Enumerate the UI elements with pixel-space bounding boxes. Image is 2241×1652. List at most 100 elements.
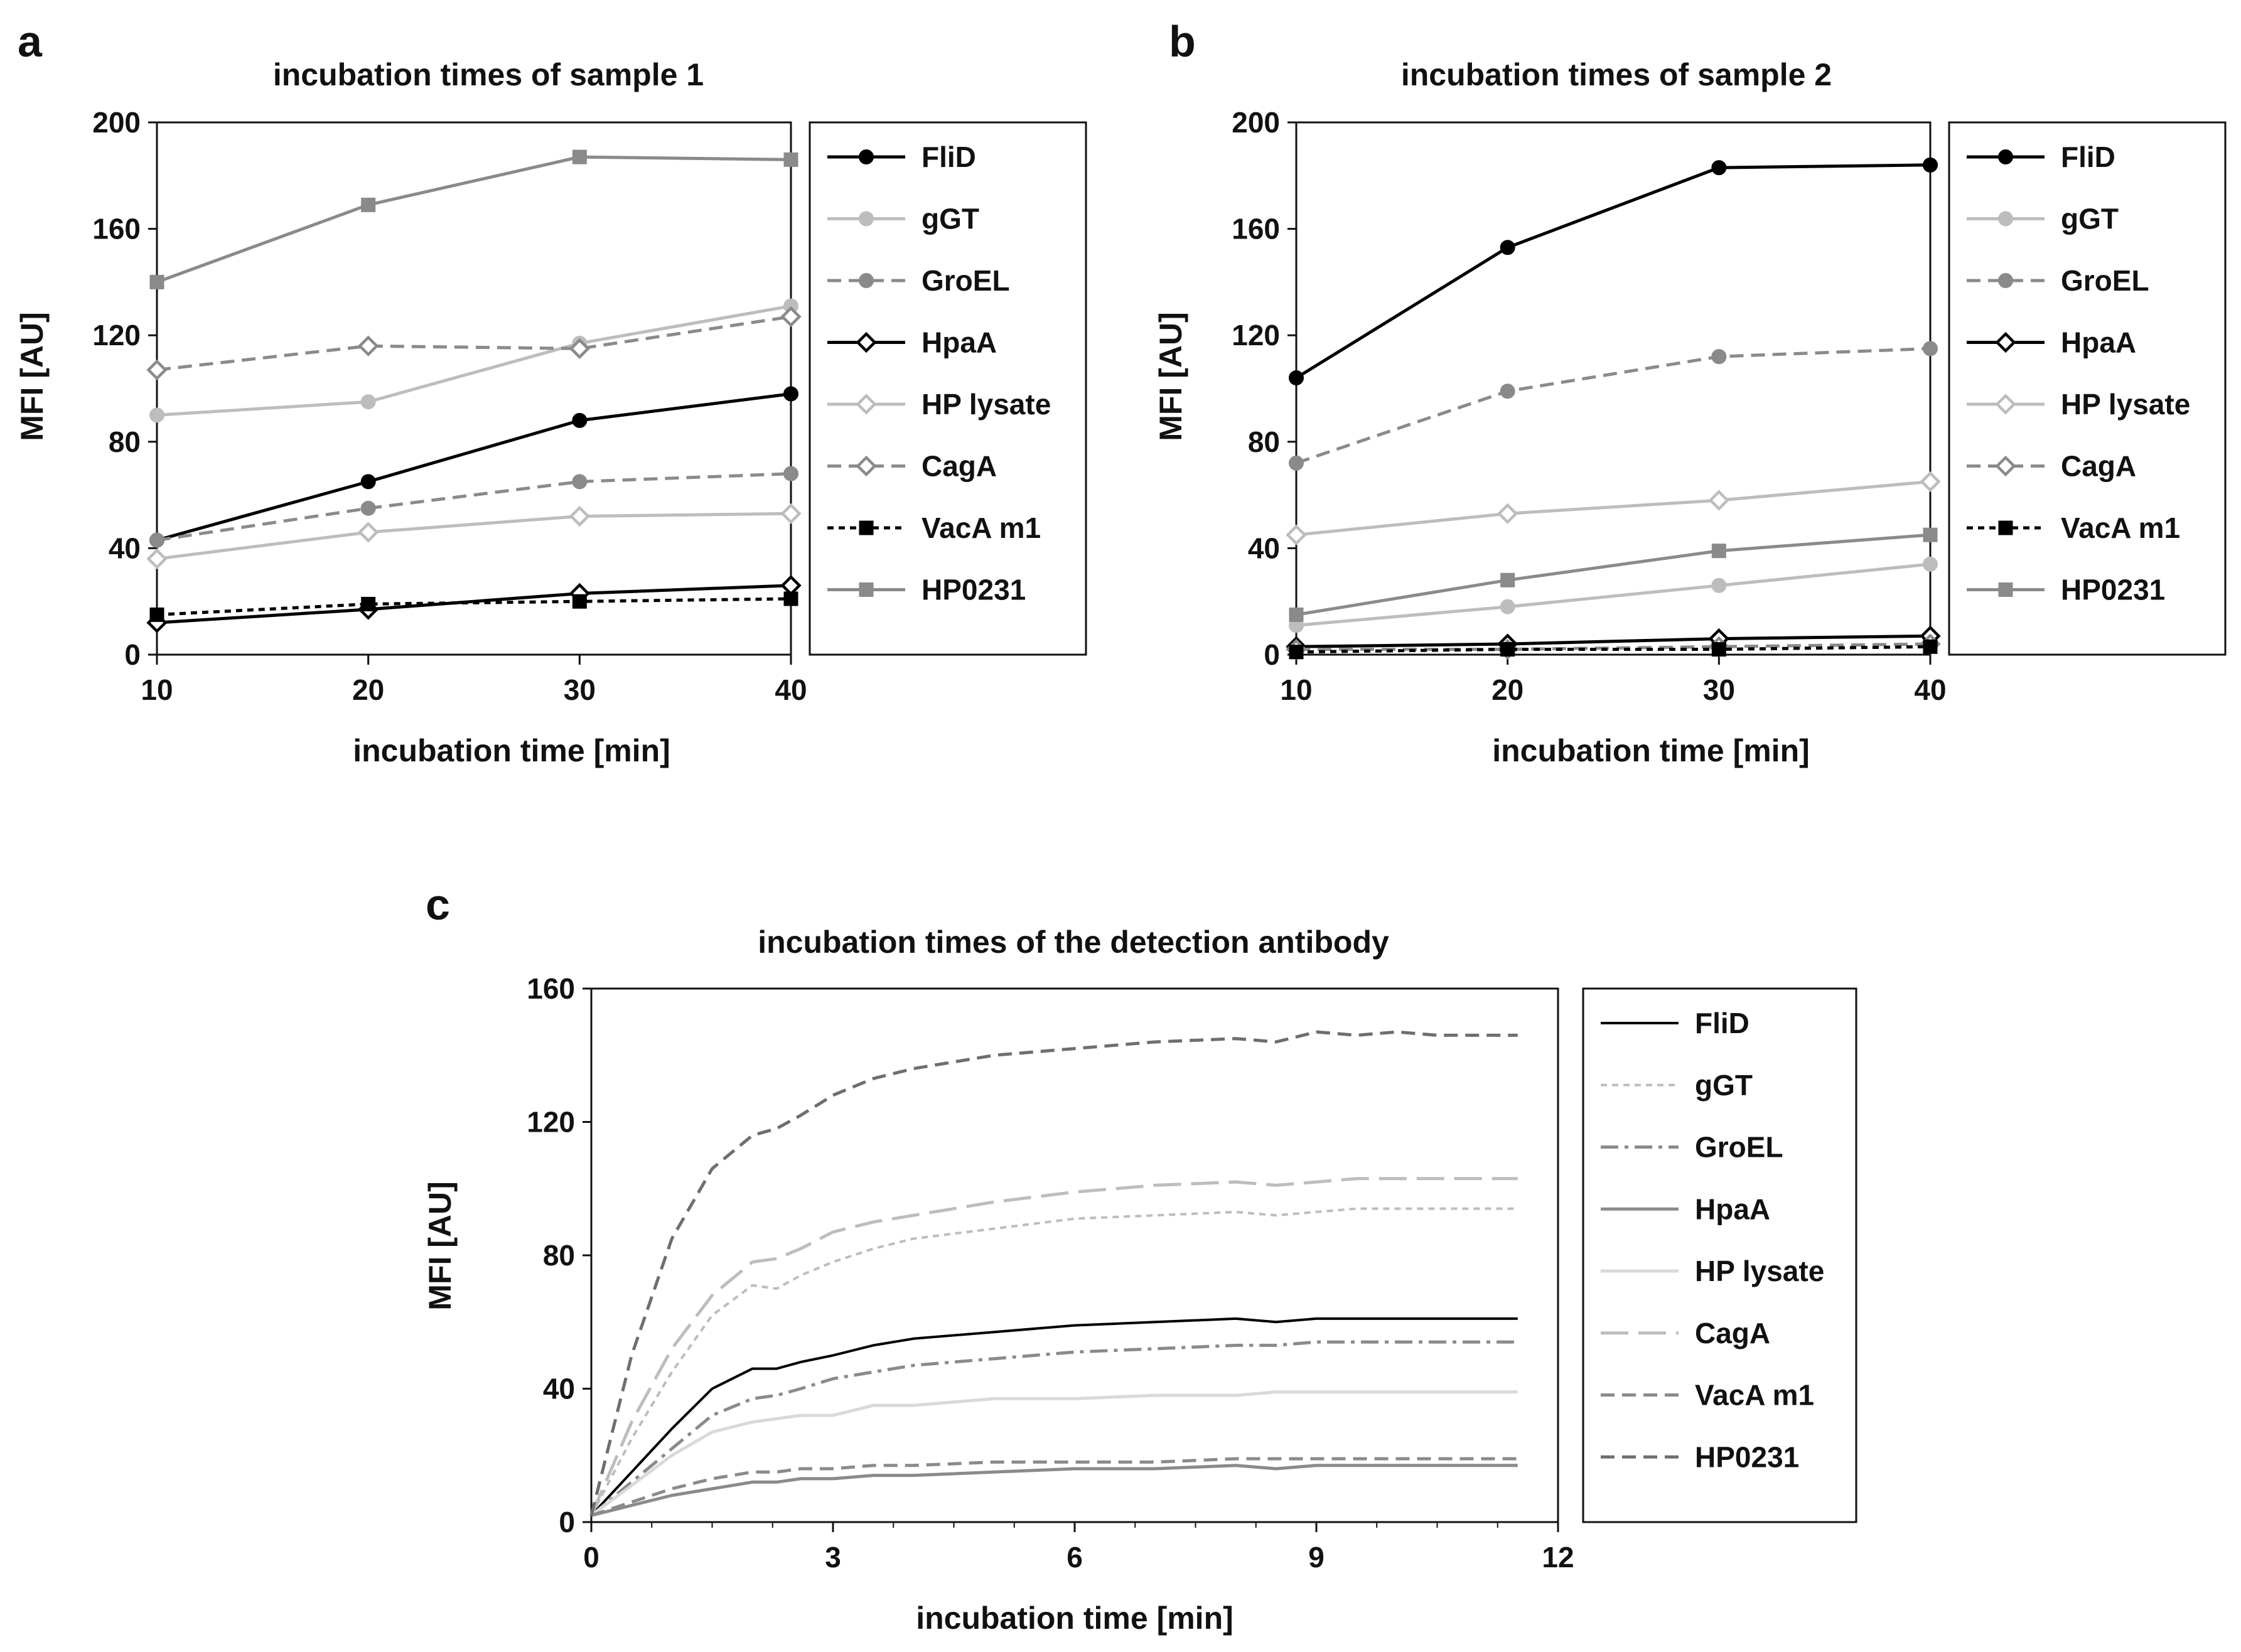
- chart-b-legend-marker-flid: [1998, 149, 2013, 164]
- chart-b-legend-marker-caga: [1995, 455, 2016, 477]
- chart-b-point-hp0231: [1711, 544, 1726, 559]
- chart-c-axes: 0 40 80 120 160 0 3 6 9 12: [527, 972, 1574, 1574]
- chart-c-xtick-label: 0: [583, 1541, 599, 1574]
- chart-a-legend-label-hpaa: HpaA: [922, 326, 997, 359]
- chart-c-legend-label-hp-lysate: HP lysate: [1695, 1255, 1824, 1287]
- chart-a-series-flid-line: [156, 392, 792, 542]
- chart-a-point-hp-lysate: [146, 548, 168, 570]
- chart-c-xtick-label: 12: [1542, 1541, 1574, 1574]
- chart-a-xtick-label: 30: [564, 673, 596, 706]
- panel-a-letter: a: [18, 17, 43, 66]
- chart-b-point-groel: [1711, 349, 1727, 365]
- chart-a-legend: FliD gGT GroEL HpaA HP lysate CagA VacA m1 HP02…: [827, 141, 1051, 606]
- chart-b-point-groel: [1500, 384, 1515, 399]
- chart-b-legend-marker-hp-lysate: [1995, 394, 2016, 415]
- chart-b-point-hp0231: [1500, 572, 1515, 587]
- chart-c-ytick-label: 0: [559, 1506, 575, 1538]
- chart-a-point-caga: [146, 359, 168, 381]
- chart-c-ytick-label: 120: [527, 1106, 575, 1139]
- chart-a-series-hp0231-line: [156, 155, 792, 284]
- chart-a-xlabel: incubation time [min]: [353, 733, 670, 768]
- chart-a-legend-label-caga: CagA: [922, 450, 997, 483]
- chart-b-point-hp-lysate: [1497, 503, 1518, 524]
- chart-b-legend-label-hpaa: HpaA: [2061, 326, 2136, 359]
- chart-b-legend-label-hp0231: HP0231: [2061, 574, 2165, 606]
- chart-b-point-vaca-m1: [1923, 639, 1938, 654]
- chart-b-point-groel: [1923, 341, 1938, 357]
- chart-b-point-vaca-m1: [1289, 645, 1304, 660]
- chart-c-legend-label-ggt: gGT: [1695, 1069, 1753, 1102]
- chart-a-series-groel-line: [156, 472, 792, 542]
- chart-a-ytick-label: 80: [109, 426, 141, 458]
- chart-b-ytick-label: 0: [1264, 638, 1280, 671]
- chart-a-point-hp0231: [783, 152, 798, 167]
- chart-c-series-hpaa-line: [591, 1464, 1518, 1517]
- chart-c-series-flid-line: [590, 1317, 1518, 1516]
- chart-c-legend-label-groel: GroEL: [1695, 1131, 1783, 1164]
- chart-a-ytick-label: 160: [92, 213, 141, 245]
- chart-b-point-flid: [1923, 157, 1938, 173]
- chart-c-legend-box: [1582, 987, 1857, 1523]
- chart-c-legend-label-hpaa: HpaA: [1695, 1193, 1770, 1225]
- chart-b-ytick-label: 200: [1232, 106, 1280, 139]
- chart-a-legend-marker-caga: [856, 455, 877, 477]
- chart-a-point-hp-lysate: [780, 503, 802, 524]
- chart-c-plot-frame: [590, 987, 1559, 1523]
- panel-b: b incubation times of sample 2 0 40 80 120 1…: [1153, 17, 2227, 768]
- chart-c-xtick-label: 9: [1308, 1541, 1325, 1574]
- chart-b-point-ggt: [1500, 599, 1515, 614]
- chart-c-xlabel: incubation time [min]: [916, 1601, 1233, 1636]
- chart-b-series-groel-line: [1296, 346, 1931, 465]
- chart-b-point-vaca-m1: [1711, 642, 1726, 657]
- chart-a-legend-marker-hpaa: [856, 331, 877, 353]
- chart-a-legend-box: [809, 121, 1087, 656]
- chart-c-series-layer: [589, 1030, 1518, 1517]
- chart-a-point-vaca-m1: [783, 591, 798, 606]
- chart-b-point-flid: [1711, 160, 1727, 176]
- chart-b-title: incubation times of sample 2: [1401, 57, 1832, 92]
- chart-a-point-groel: [149, 532, 164, 548]
- chart-a-ytick-label: 120: [92, 319, 141, 351]
- chart-c-title: incubation times of the detection antibo…: [758, 925, 1389, 960]
- chart-a-point-caga: [780, 306, 802, 328]
- chart-b-xtick-label: 10: [1280, 673, 1312, 706]
- chart-b-legend-label-ggt: gGT: [2061, 203, 2119, 235]
- chart-c-series-caga-line: [589, 1177, 1518, 1516]
- chart-a-point-vaca-m1: [149, 607, 164, 622]
- chart-b-point-ggt: [1711, 577, 1727, 593]
- chart-b-legend-label-flid: FliD: [2061, 141, 2115, 173]
- chart-b-series-flid-line: [1295, 163, 1931, 380]
- chart-b-point-hp-lysate: [1286, 524, 1307, 545]
- chart-b-series-ggt-line: [1296, 562, 1931, 627]
- chart-a-plot-frame: [156, 121, 792, 656]
- chart-b-series-vaca-m1-line: [1296, 645, 1931, 654]
- chart-c-series-vaca-m1-line: [591, 1457, 1518, 1517]
- chart-c-ytick-label: 80: [543, 1239, 575, 1272]
- chart-a-xtick-label: 10: [141, 673, 173, 706]
- chart-b-point-ggt: [1923, 556, 1938, 572]
- chart-b-legend-label-hp-lysate: HP lysate: [2061, 388, 2190, 421]
- chart-a-point-flid: [360, 474, 376, 490]
- chart-b-point-hp-lysate: [1920, 471, 1941, 493]
- chart-a-point-groel: [783, 466, 798, 481]
- panel-c: c incubation times of the detection anti…: [422, 880, 1857, 1636]
- chart-a-point-caga: [569, 338, 591, 360]
- chart-c-legend-label-caga: CagA: [1695, 1317, 1770, 1349]
- chart-b-series-hpaa-line: [1296, 634, 1931, 648]
- chart-a-point-hp0231: [149, 274, 164, 289]
- chart-b-point-hp0231: [1289, 607, 1304, 622]
- panel-c-letter: c: [426, 880, 450, 929]
- chart-b-point-hp0231: [1923, 527, 1938, 542]
- chart-a-legend-label-groel: GroEL: [922, 264, 1010, 297]
- chart-c-series-hp0231-line: [589, 1030, 1518, 1516]
- chart-b-point-hp-lysate: [1708, 490, 1730, 511]
- chart-a-point-flid: [572, 412, 588, 428]
- chart-a-xtick-label: 20: [352, 673, 384, 706]
- chart-b-xtick-label: 30: [1703, 673, 1735, 706]
- panel-a: a incubation times of sample 1 0 40 80 120 1…: [14, 17, 1087, 768]
- chart-b-legend-marker-hpaa: [1995, 331, 2016, 353]
- chart-c-legend-label-flid: FliD: [1695, 1007, 1749, 1039]
- chart-a-legend-marker-vaca-m1: [859, 520, 874, 535]
- chart-a-series-layer: [146, 149, 802, 633]
- chart-a-point-caga: [357, 335, 379, 357]
